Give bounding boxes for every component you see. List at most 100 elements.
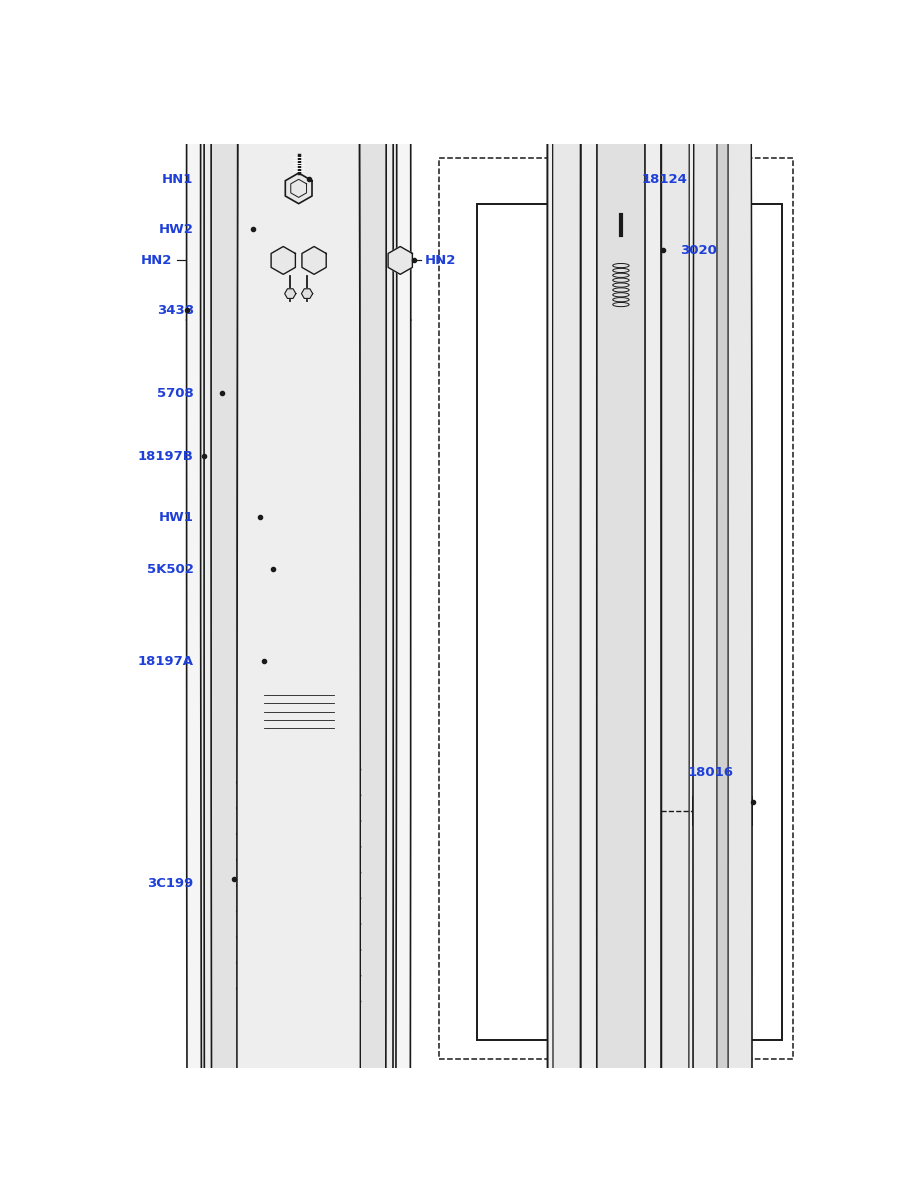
Text: HN2: HN2 xyxy=(424,254,456,266)
Ellipse shape xyxy=(277,0,320,1200)
Ellipse shape xyxy=(281,0,316,1200)
Ellipse shape xyxy=(591,0,650,1200)
Ellipse shape xyxy=(578,0,662,1200)
Bar xyxy=(614,307,627,384)
Ellipse shape xyxy=(186,0,410,1200)
Ellipse shape xyxy=(264,0,333,1200)
Bar xyxy=(591,416,615,442)
Ellipse shape xyxy=(547,0,694,1200)
Bar xyxy=(438,158,792,1058)
Bar xyxy=(615,589,639,613)
Ellipse shape xyxy=(582,0,659,1200)
Bar xyxy=(566,613,591,638)
Bar xyxy=(566,540,591,564)
Ellipse shape xyxy=(264,0,333,1200)
Text: HN1: HN1 xyxy=(162,173,193,186)
Bar xyxy=(664,416,688,442)
Text: HW1: HW1 xyxy=(159,511,193,523)
Polygon shape xyxy=(271,246,295,275)
Bar xyxy=(639,564,664,589)
Ellipse shape xyxy=(716,0,727,1200)
Ellipse shape xyxy=(228,0,368,1200)
Text: scuderia: scuderia xyxy=(195,622,395,664)
Text: 5708: 5708 xyxy=(156,386,193,400)
Ellipse shape xyxy=(580,0,660,1200)
Bar xyxy=(591,491,615,515)
Bar xyxy=(282,440,315,455)
Bar xyxy=(664,540,688,564)
Bar xyxy=(566,515,591,540)
Polygon shape xyxy=(387,246,412,275)
Text: HN2: HN2 xyxy=(141,254,172,266)
Bar xyxy=(639,466,664,491)
Bar xyxy=(664,466,688,491)
Ellipse shape xyxy=(221,0,376,1200)
Bar xyxy=(639,589,664,613)
Bar xyxy=(639,515,664,540)
Ellipse shape xyxy=(204,0,393,1200)
Bar xyxy=(477,204,781,1040)
Ellipse shape xyxy=(591,0,650,1200)
Ellipse shape xyxy=(273,0,323,1200)
Ellipse shape xyxy=(275,0,322,1200)
Ellipse shape xyxy=(260,0,337,1200)
Text: a u t o p a r t s: a u t o p a r t s xyxy=(577,636,664,649)
Ellipse shape xyxy=(274,0,323,1200)
Bar xyxy=(591,589,615,613)
Ellipse shape xyxy=(267,0,330,1200)
Bar xyxy=(693,797,751,826)
Text: 18197B: 18197B xyxy=(137,450,193,463)
Bar xyxy=(566,442,591,466)
Bar xyxy=(664,589,688,613)
Bar xyxy=(664,564,688,589)
Text: scuderia: scuderia xyxy=(547,592,694,620)
Bar xyxy=(591,613,615,638)
Bar xyxy=(615,442,639,466)
Bar xyxy=(615,491,639,515)
Text: HW2: HW2 xyxy=(159,222,193,235)
Bar xyxy=(591,442,615,466)
Polygon shape xyxy=(301,289,312,299)
Bar xyxy=(566,466,591,491)
Ellipse shape xyxy=(264,0,333,1200)
Ellipse shape xyxy=(552,0,688,1200)
Ellipse shape xyxy=(267,0,330,1200)
Bar xyxy=(615,613,639,638)
Text: 18016: 18016 xyxy=(686,766,732,779)
Bar xyxy=(639,442,664,466)
Ellipse shape xyxy=(580,0,660,1200)
Bar xyxy=(615,515,639,540)
Ellipse shape xyxy=(596,0,645,1200)
Polygon shape xyxy=(284,289,295,299)
Text: 18124: 18124 xyxy=(641,173,687,186)
Text: 3C199: 3C199 xyxy=(147,877,193,889)
Bar xyxy=(615,466,639,491)
Bar xyxy=(591,466,615,491)
Ellipse shape xyxy=(289,0,308,1200)
Bar xyxy=(615,540,639,564)
Bar xyxy=(591,540,615,564)
Ellipse shape xyxy=(289,0,308,1200)
Ellipse shape xyxy=(237,0,360,1200)
Bar xyxy=(582,656,658,781)
Text: 18197A: 18197A xyxy=(137,655,193,668)
Ellipse shape xyxy=(693,0,751,1200)
Text: a u t o p a r t s: a u t o p a r t s xyxy=(238,677,351,692)
Text: 3020: 3020 xyxy=(680,244,717,257)
Bar xyxy=(566,589,591,613)
Polygon shape xyxy=(285,173,312,204)
Bar xyxy=(664,515,688,540)
Bar xyxy=(639,540,664,564)
Bar xyxy=(281,588,316,610)
Bar xyxy=(639,491,664,515)
Ellipse shape xyxy=(286,0,311,1200)
Bar xyxy=(264,631,333,730)
Bar xyxy=(566,564,591,589)
Bar xyxy=(664,613,688,638)
Bar xyxy=(591,515,615,540)
Ellipse shape xyxy=(277,0,320,1200)
Ellipse shape xyxy=(200,0,396,1200)
Bar xyxy=(639,613,664,638)
Ellipse shape xyxy=(582,0,659,1200)
Bar xyxy=(664,442,688,466)
